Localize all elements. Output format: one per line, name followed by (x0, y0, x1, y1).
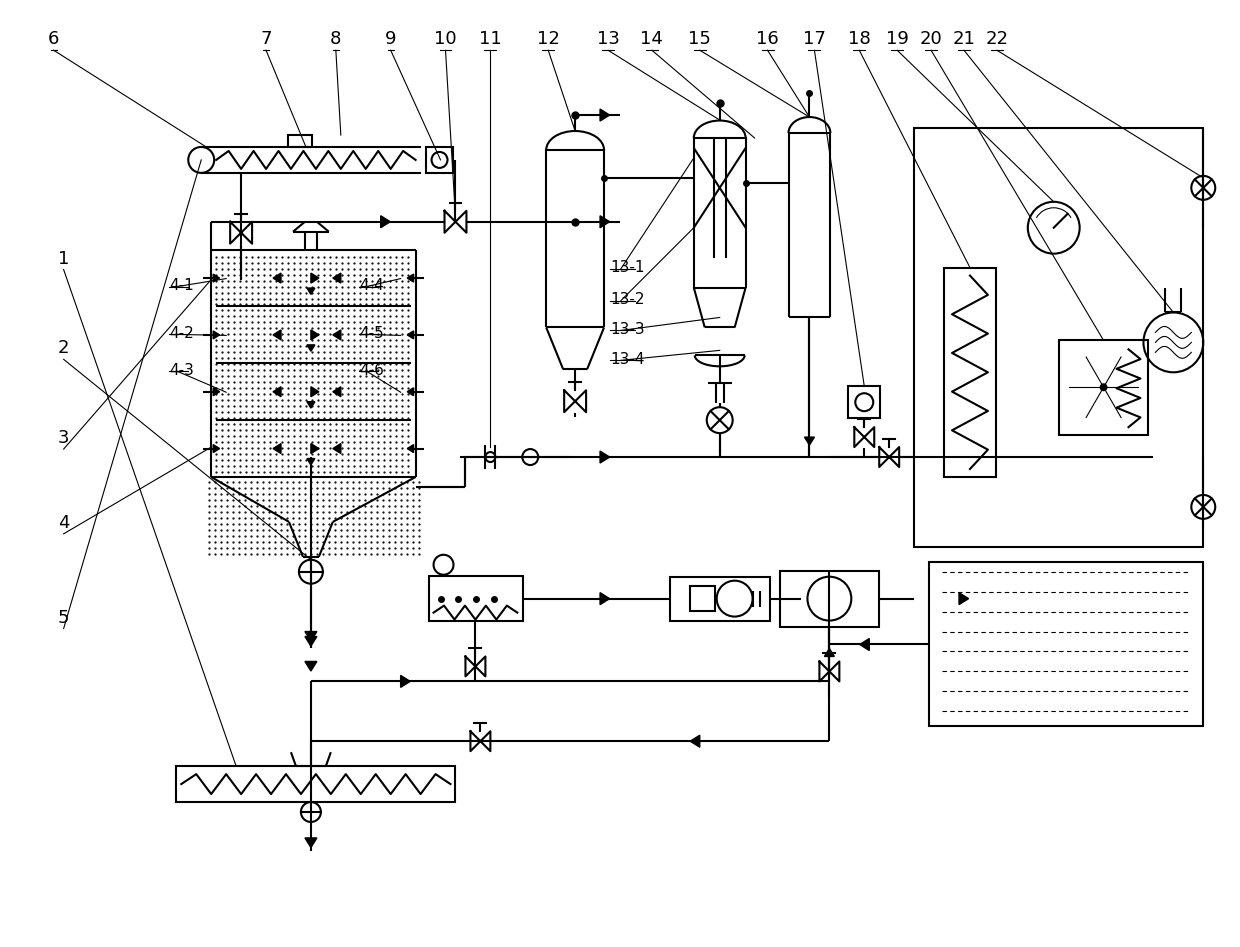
Bar (689, 585, 714, 611)
Text: 9: 9 (384, 30, 397, 48)
Bar (848, 386, 880, 419)
Text: 13-4: 13-4 (610, 352, 645, 366)
Text: 1: 1 (58, 250, 69, 268)
Bar (1059, 340, 1148, 435)
Text: 2: 2 (58, 339, 69, 357)
Polygon shape (401, 675, 410, 688)
Bar (288, 135, 312, 147)
Polygon shape (213, 444, 219, 453)
Polygon shape (305, 632, 317, 641)
Text: 15: 15 (688, 30, 712, 48)
Polygon shape (308, 345, 315, 351)
Polygon shape (311, 386, 319, 397)
Polygon shape (600, 216, 610, 227)
Polygon shape (273, 443, 281, 454)
Polygon shape (691, 735, 699, 747)
Polygon shape (859, 638, 869, 651)
Text: 4-6: 4-6 (358, 363, 383, 378)
Text: 4-4: 4-4 (358, 278, 383, 293)
Text: 22: 22 (986, 30, 1008, 48)
Text: 16: 16 (756, 30, 779, 48)
Text: 6: 6 (48, 30, 60, 48)
Polygon shape (407, 274, 414, 282)
Text: 18: 18 (848, 30, 870, 48)
Bar (944, 268, 996, 477)
Polygon shape (332, 273, 341, 283)
Text: 20: 20 (920, 30, 942, 48)
Polygon shape (407, 331, 414, 339)
Text: 7: 7 (260, 30, 272, 48)
Polygon shape (600, 451, 610, 463)
Text: 13-2: 13-2 (610, 292, 645, 307)
Polygon shape (213, 331, 219, 339)
Polygon shape (311, 273, 319, 283)
Text: 13-3: 13-3 (610, 322, 645, 337)
Polygon shape (959, 593, 968, 604)
Text: 12: 12 (537, 30, 559, 48)
Polygon shape (308, 288, 315, 295)
Polygon shape (332, 386, 341, 397)
Circle shape (1100, 384, 1107, 391)
Polygon shape (213, 387, 219, 396)
Text: 4-5: 4-5 (358, 326, 383, 341)
Text: 4: 4 (58, 514, 69, 532)
Text: 19: 19 (885, 30, 909, 48)
Text: 4-2: 4-2 (170, 326, 195, 341)
Polygon shape (273, 386, 281, 397)
Bar (429, 576, 523, 620)
Polygon shape (381, 216, 391, 227)
Polygon shape (332, 443, 341, 454)
Polygon shape (332, 330, 341, 340)
Text: 13: 13 (596, 30, 620, 48)
Polygon shape (407, 444, 414, 453)
Text: 4-1: 4-1 (170, 278, 195, 293)
Bar (670, 577, 770, 620)
Text: 14: 14 (641, 30, 663, 48)
Polygon shape (308, 402, 315, 408)
Text: 4-3: 4-3 (170, 363, 195, 378)
Polygon shape (600, 593, 610, 604)
Text: 21: 21 (952, 30, 976, 48)
Polygon shape (311, 330, 319, 340)
Text: 13-1: 13-1 (610, 260, 645, 276)
Polygon shape (305, 838, 317, 848)
Bar (780, 571, 879, 627)
Polygon shape (273, 273, 281, 283)
Bar (914, 128, 1203, 546)
Polygon shape (825, 649, 835, 656)
Polygon shape (305, 636, 317, 646)
Polygon shape (600, 109, 610, 121)
Polygon shape (311, 443, 319, 454)
Polygon shape (213, 274, 219, 282)
Polygon shape (308, 458, 315, 465)
Polygon shape (273, 330, 281, 340)
Text: 5: 5 (58, 609, 69, 627)
Text: 17: 17 (804, 30, 826, 48)
Bar (929, 562, 1203, 726)
Polygon shape (407, 387, 414, 396)
Bar (176, 766, 455, 802)
Bar (425, 147, 454, 173)
Polygon shape (305, 661, 317, 671)
Text: 8: 8 (330, 30, 341, 48)
Polygon shape (805, 438, 815, 445)
Text: 3: 3 (58, 429, 69, 447)
Text: 11: 11 (479, 30, 502, 48)
Text: 10: 10 (434, 30, 456, 48)
